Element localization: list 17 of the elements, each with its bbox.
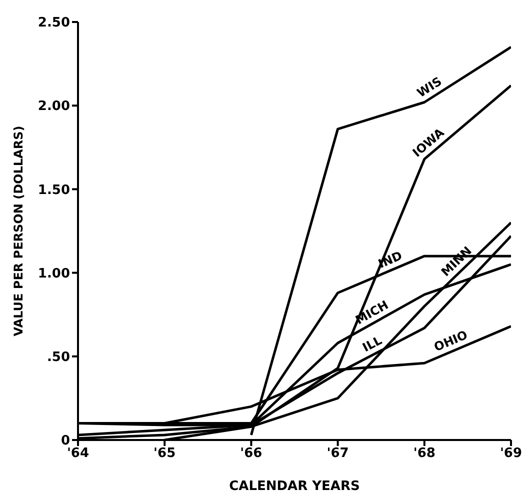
- y-tick-label: 1.00: [38, 266, 70, 282]
- x-tick-label: '65: [154, 446, 176, 462]
- x-axis-title: CALENDAR YEARS: [229, 479, 360, 494]
- text: ILL: [360, 333, 384, 355]
- x-tick-label: '68: [413, 446, 436, 462]
- text: WIS: [414, 74, 444, 100]
- y-tick-label: 2.00: [38, 99, 70, 114]
- x-tick-label: '69: [500, 446, 522, 462]
- x-tick-label: '66: [240, 446, 262, 462]
- y-axis-title: VALUE PER PERSON (DOLLARS): [11, 126, 26, 336]
- y-tick-label: .50: [46, 350, 70, 366]
- text: OHIO: [432, 328, 470, 354]
- y-tick-label: 2.50: [38, 16, 70, 31]
- y-tick-label: 0: [60, 434, 70, 449]
- x-tick-label: '67: [326, 446, 349, 462]
- y-tick-label: 1.50: [38, 182, 70, 198]
- x-tick-label: '64: [66, 446, 90, 462]
